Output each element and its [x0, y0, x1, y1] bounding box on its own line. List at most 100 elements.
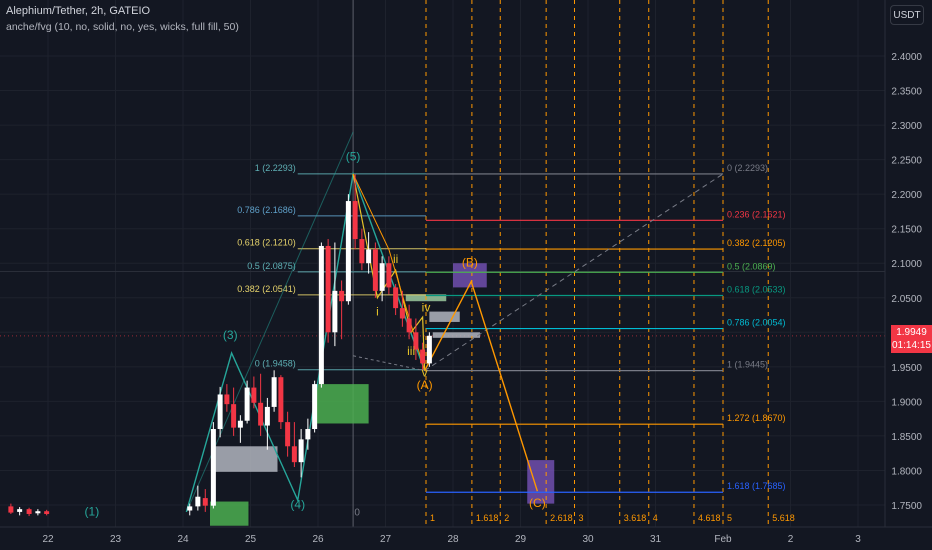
candle-body	[426, 335, 432, 364]
candle-body	[285, 422, 291, 447]
candle-body	[26, 509, 32, 514]
fib-ext-label: 0.618 (2.0533)	[727, 284, 786, 294]
y-tick-label: 2.2500	[891, 156, 922, 167]
candle-body	[8, 506, 14, 513]
candle-body	[332, 290, 338, 333]
wave-label: ii	[393, 252, 398, 266]
grid	[0, 0, 885, 527]
fvg-box-bull	[210, 501, 249, 526]
candle-body	[399, 308, 405, 319]
candle-body	[291, 446, 297, 463]
candle-body	[393, 287, 399, 309]
candle-body	[386, 263, 392, 288]
fib-ext-label: 1.618 (1.7685)	[727, 481, 786, 491]
x-tick-label: Feb	[714, 534, 732, 545]
y-tick-label: 2.4000	[891, 52, 922, 63]
fib-ext-label: 1 (1.9445)	[727, 360, 768, 370]
fib-ext-label: 0 (2.2293)	[727, 163, 768, 173]
fib-level-label: 0 (1.9458)	[255, 359, 296, 369]
candle-body	[420, 349, 426, 364]
x-tick-label: 31	[650, 534, 662, 545]
x-tick-label: 26	[312, 534, 324, 545]
corrective-wave-line	[424, 279, 539, 492]
target-box-c	[527, 460, 555, 504]
fvg-box-neutral	[432, 332, 480, 338]
wave-label: i	[376, 305, 379, 319]
y-axis-background	[885, 0, 932, 550]
candle-body	[318, 245, 324, 385]
fib-time-label: 3.618	[624, 513, 647, 523]
candle-body	[187, 506, 193, 511]
fib-time-zones: 1 1.618 2 2.618 3 3.618 4 4.618 5 5.618	[425, 0, 795, 527]
candle-body	[312, 384, 318, 430]
candle-body	[406, 318, 412, 333]
y-tick-label: 2.0500	[891, 294, 922, 305]
candle-body	[352, 201, 358, 240]
x-tick-label: 23	[110, 534, 122, 545]
fib-time-label: 1.618	[476, 513, 499, 523]
x-tick-label: 22	[42, 534, 54, 545]
y-tick-label: 1.7500	[891, 501, 922, 512]
x-tick-label: 28	[447, 534, 459, 545]
candle-body	[305, 429, 311, 440]
wave-label: (5)	[346, 149, 361, 163]
fvg-box-neutral	[214, 446, 278, 472]
candle-body	[271, 377, 277, 407]
y-tick-label: 2.1000	[891, 259, 922, 270]
candle-body	[258, 402, 264, 426]
x-tick-label: 3	[855, 534, 861, 545]
y-tick-label: 2.3500	[891, 87, 922, 98]
last-price: 1.9949	[896, 327, 927, 338]
wave-label: (A)	[417, 378, 433, 392]
candle-body	[339, 290, 345, 302]
indicator-legend[interactable]: anche/fvg (10, no, solid, no, yes, wicks…	[6, 21, 239, 33]
y-tick-label: 2.3000	[891, 121, 922, 132]
candle-body	[195, 496, 201, 507]
fib-ext-label: 0.5 (2.0869)	[727, 261, 776, 271]
fib-level-label: 0.618 (2.1210)	[237, 238, 296, 248]
currency-button[interactable]: USDT	[890, 5, 924, 25]
fib-time-label: 2	[504, 513, 509, 523]
fib-time-label: 5	[727, 513, 732, 523]
fib-ext-label: 0.786 (2.0054)	[727, 318, 786, 328]
candle-body	[413, 332, 419, 350]
x-tick-label: 24	[177, 534, 189, 545]
fib-level-label: 0.5 (2.0875)	[247, 261, 296, 271]
fib-time-label: 4.618	[698, 513, 721, 523]
fib-level-label: 0.382 (2.0541)	[237, 284, 296, 294]
wave-label: (1)	[85, 504, 100, 518]
fib-ext-label: 0.382 (2.1205)	[727, 238, 786, 248]
wave-a-line	[352, 173, 426, 371]
wave-label: 0	[354, 507, 360, 518]
candle-body	[244, 387, 250, 421]
fvg-box-neutral	[429, 311, 460, 322]
fib-time-label: 1	[430, 513, 435, 523]
fib-ext-label: 0.236 (2.1621)	[727, 209, 786, 219]
candles	[8, 174, 432, 517]
candle-body	[231, 404, 237, 428]
candle-body	[359, 239, 365, 264]
y-tick-label: 2.2000	[891, 190, 922, 201]
fib-retracement-right: 0 (2.2293) 0.236 (2.1621) 0.382 (2.1205) 0.…	[352, 163, 786, 493]
candle-body	[210, 429, 216, 506]
candle-body	[224, 394, 230, 405]
wave-label: v	[422, 366, 428, 380]
candle-body	[379, 263, 385, 291]
wave-label: iv	[422, 301, 431, 315]
fib-base-line	[352, 355, 425, 372]
wave-label: (C)	[529, 496, 546, 510]
fib-ext-label: 1.272 (1.8670)	[727, 413, 786, 423]
symbol-title[interactable]: Alephium/Tether, 2h, GATEIO	[6, 5, 151, 17]
fib-time-label: 5.618	[772, 513, 795, 523]
y-tick-label: 1.9500	[891, 363, 922, 374]
candle-body	[325, 245, 331, 333]
x-axis: 22 23 24 25 26 27 28 29 30 31 Feb 2 3	[0, 526, 932, 545]
fib-time-label: 4	[653, 513, 658, 523]
wave-label: (4)	[290, 497, 305, 511]
candle-body	[17, 509, 23, 512]
candle-body	[264, 406, 270, 426]
wave-label: iii	[407, 344, 415, 358]
fib-trend-line	[424, 173, 724, 372]
